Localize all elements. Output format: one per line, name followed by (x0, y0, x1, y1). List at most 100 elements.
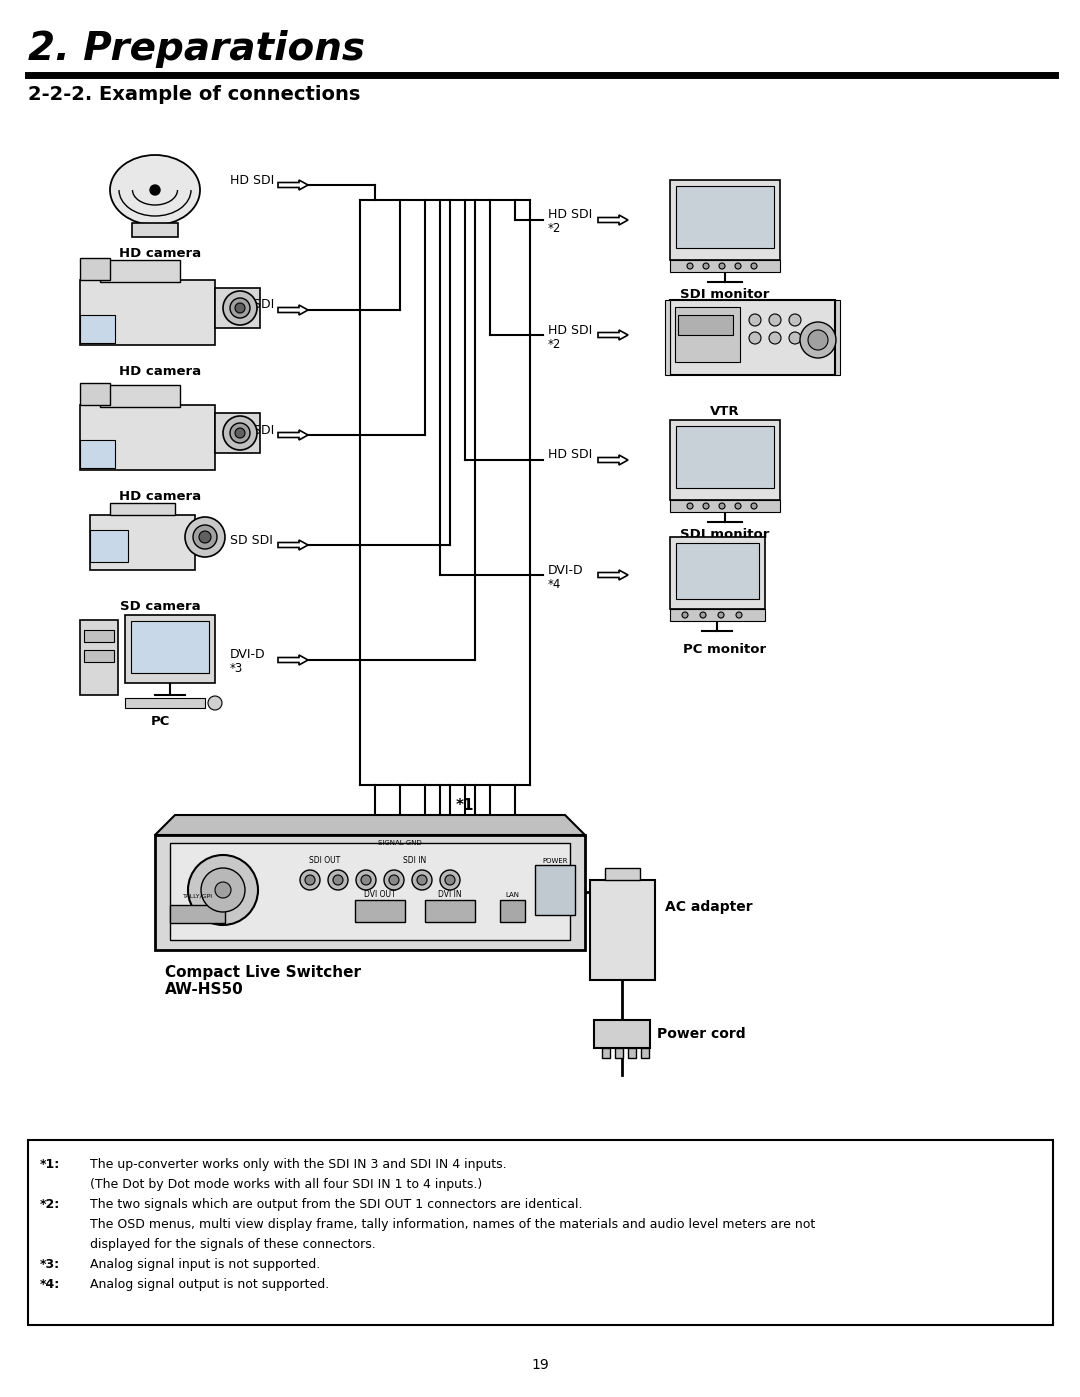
Bar (605, 868, 640, 880)
Bar (80, 440, 114, 468)
Circle shape (361, 875, 372, 886)
Text: SD SDI: SD SDI (230, 534, 273, 546)
Bar (627, 1048, 636, 1058)
Bar (170, 842, 570, 940)
Bar (215, 288, 260, 328)
Bar (84, 630, 114, 643)
Text: *1:: *1: (40, 1158, 60, 1171)
Circle shape (389, 875, 399, 886)
Circle shape (411, 870, 432, 890)
Bar (676, 426, 774, 488)
Circle shape (208, 696, 222, 710)
Circle shape (445, 875, 455, 886)
Bar (670, 609, 765, 622)
Text: 2-2-2. Example of connections: 2-2-2. Example of connections (28, 85, 361, 103)
Bar (80, 383, 110, 405)
Circle shape (230, 423, 249, 443)
Circle shape (700, 612, 706, 617)
Text: *2: *2 (548, 338, 562, 351)
Text: *2:: *2: (40, 1199, 60, 1211)
Circle shape (188, 855, 258, 925)
Bar (426, 900, 475, 922)
Circle shape (735, 503, 741, 509)
Text: HD SDI: HD SDI (548, 208, 592, 222)
Bar (602, 1048, 610, 1058)
Bar (665, 300, 670, 374)
Bar (590, 880, 654, 981)
Bar (90, 515, 195, 570)
Text: AW-HS50: AW-HS50 (165, 982, 244, 997)
Circle shape (150, 184, 160, 196)
Circle shape (751, 503, 757, 509)
Bar (675, 307, 740, 362)
Bar (80, 620, 118, 694)
FancyArrow shape (278, 541, 308, 550)
Bar (215, 414, 260, 453)
Text: LAN: LAN (505, 893, 519, 898)
Text: SIGNAL GND: SIGNAL GND (378, 840, 422, 847)
Bar (80, 258, 110, 279)
Circle shape (300, 870, 320, 890)
Circle shape (719, 503, 725, 509)
Bar (670, 260, 780, 272)
Circle shape (750, 314, 761, 326)
Circle shape (750, 332, 761, 344)
Text: HD SDI: HD SDI (548, 324, 592, 337)
Circle shape (417, 875, 427, 886)
Text: TALLY/GPI: TALLY/GPI (183, 893, 213, 898)
Bar (676, 186, 774, 249)
Text: VTR: VTR (711, 405, 740, 418)
Text: DVI IN: DVI IN (438, 890, 462, 900)
Circle shape (199, 531, 211, 543)
Bar (615, 1048, 623, 1058)
Circle shape (215, 882, 231, 898)
Text: HD SDI: HD SDI (548, 448, 592, 461)
Circle shape (735, 612, 742, 617)
Bar (170, 905, 225, 923)
Circle shape (230, 298, 249, 319)
Bar (131, 622, 210, 673)
Bar (500, 900, 525, 922)
Circle shape (703, 263, 708, 270)
Text: displayed for the signals of these connectors.: displayed for the signals of these conne… (90, 1238, 376, 1250)
Circle shape (222, 416, 257, 450)
Text: Power cord: Power cord (657, 1027, 745, 1041)
Text: SD camera: SD camera (120, 599, 200, 613)
Bar (110, 503, 175, 515)
Circle shape (235, 427, 245, 439)
Text: The up-converter works only with the SDI IN 3 and SDI IN 4 inputs.: The up-converter works only with the SDI… (90, 1158, 507, 1171)
Bar (676, 543, 759, 599)
Bar (156, 835, 585, 950)
Circle shape (687, 263, 693, 270)
Text: AC adapter: AC adapter (665, 900, 753, 914)
Circle shape (185, 517, 225, 557)
Circle shape (681, 612, 688, 617)
Circle shape (356, 870, 376, 890)
Text: Compact Live Switcher: Compact Live Switcher (165, 965, 361, 981)
Circle shape (193, 525, 217, 549)
Bar (678, 314, 733, 335)
Text: DVI-D: DVI-D (230, 648, 266, 662)
Text: *2: *2 (548, 222, 562, 236)
FancyArrow shape (278, 305, 308, 314)
Circle shape (719, 263, 725, 270)
Circle shape (718, 612, 724, 617)
Circle shape (384, 870, 404, 890)
Text: SDI IN: SDI IN (403, 856, 427, 865)
Circle shape (808, 330, 828, 351)
Text: 19: 19 (531, 1358, 549, 1372)
Text: PC: PC (150, 715, 170, 728)
FancyArrow shape (278, 655, 308, 665)
Bar (642, 1048, 649, 1058)
Bar (125, 698, 205, 708)
Text: 2. Preparations: 2. Preparations (28, 29, 365, 68)
Text: SDI OUT: SDI OUT (309, 856, 340, 865)
Bar (535, 865, 575, 915)
Circle shape (222, 291, 257, 326)
Circle shape (769, 332, 781, 344)
Text: *3: *3 (230, 662, 243, 676)
Text: DVI-D: DVI-D (548, 563, 583, 577)
Circle shape (789, 314, 801, 326)
Bar (670, 180, 780, 260)
Circle shape (440, 870, 460, 890)
